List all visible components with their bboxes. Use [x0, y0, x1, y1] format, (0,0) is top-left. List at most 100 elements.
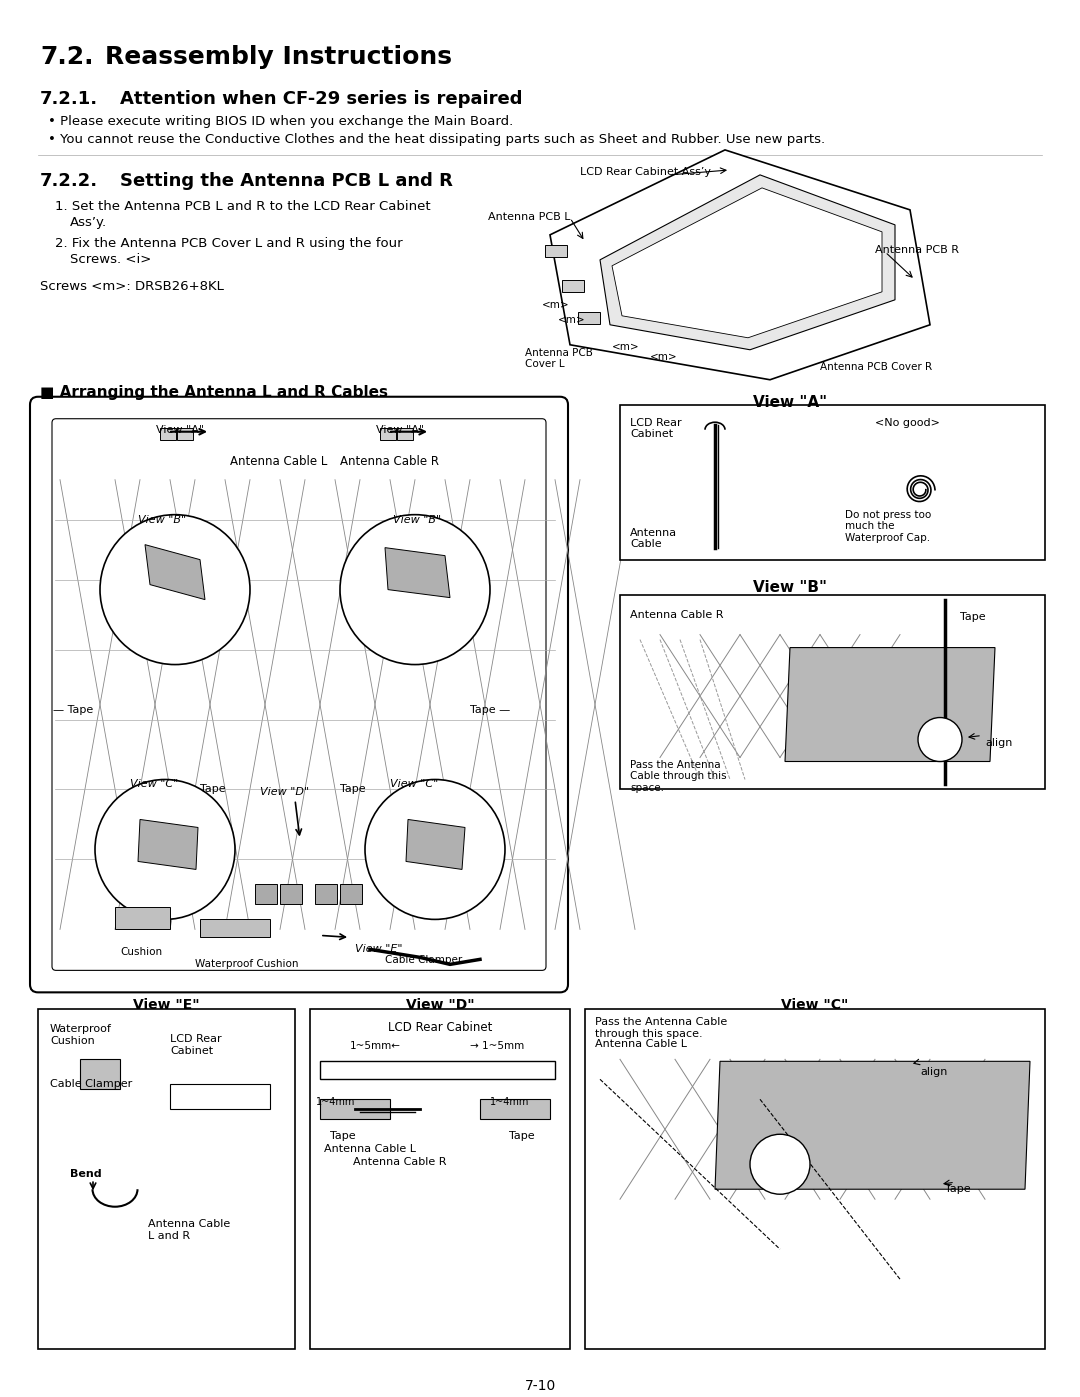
- Text: Antenna Cable L: Antenna Cable L: [324, 1144, 416, 1154]
- Text: Antenna Cable R: Antenna Cable R: [340, 454, 438, 468]
- Text: Reassembly Instructions: Reassembly Instructions: [105, 45, 453, 68]
- Bar: [255, 884, 276, 904]
- Text: Tape: Tape: [945, 1185, 971, 1194]
- Text: 7.2.1.: 7.2.1.: [40, 89, 98, 108]
- Text: Tape: Tape: [330, 1132, 355, 1141]
- Bar: [200, 919, 270, 937]
- Polygon shape: [600, 175, 895, 349]
- Bar: [320, 1099, 390, 1119]
- Bar: [320, 1062, 555, 1080]
- Text: View "A": View "A": [156, 425, 204, 434]
- Text: 1~5mm←: 1~5mm←: [350, 1041, 401, 1052]
- Polygon shape: [406, 820, 465, 869]
- Text: View "B": View "B": [393, 514, 441, 525]
- Text: <m>: <m>: [542, 300, 569, 310]
- Text: LCD Rear
Cabinet: LCD Rear Cabinet: [170, 1034, 221, 1056]
- Text: Antenna Cable R: Antenna Cable R: [353, 1157, 447, 1168]
- Text: View "C": View "C": [130, 780, 178, 789]
- Text: Tape: Tape: [200, 785, 226, 795]
- Text: Screws. <i>: Screws. <i>: [70, 253, 151, 265]
- Polygon shape: [550, 149, 930, 380]
- Polygon shape: [138, 820, 198, 869]
- Bar: [160, 427, 176, 440]
- Bar: [315, 884, 337, 904]
- Text: Pass the Antenna
Cable through this
space.: Pass the Antenna Cable through this spac…: [630, 760, 727, 792]
- Bar: [80, 1059, 120, 1090]
- Polygon shape: [612, 187, 882, 338]
- Bar: [480, 1099, 550, 1119]
- Bar: [380, 427, 396, 440]
- Text: View "D": View "D": [406, 999, 474, 1013]
- Bar: [177, 427, 193, 440]
- Text: LCD Rear Cabinet Ass’y: LCD Rear Cabinet Ass’y: [580, 166, 711, 177]
- Text: View "A": View "A": [376, 425, 424, 434]
- Text: Antenna PCB
Cover L: Antenna PCB Cover L: [525, 348, 593, 369]
- Text: LCD Rear Cabinet: LCD Rear Cabinet: [388, 1021, 492, 1034]
- Text: <m>: <m>: [558, 314, 585, 324]
- Bar: [170, 1084, 270, 1109]
- Bar: [620, 405, 1045, 560]
- Circle shape: [95, 780, 235, 919]
- Bar: [114, 908, 170, 929]
- Text: <No good>: <No good>: [875, 418, 940, 427]
- Polygon shape: [715, 1062, 1030, 1189]
- Text: • Please execute writing BIOS ID when you exchange the Main Board.: • Please execute writing BIOS ID when yo…: [48, 115, 513, 129]
- Text: Do not press too
much the
Waterproof Cap.: Do not press too much the Waterproof Cap…: [845, 510, 931, 543]
- FancyBboxPatch shape: [30, 397, 568, 992]
- Text: Screws <m>: DRSB26+8KL: Screws <m>: DRSB26+8KL: [40, 279, 224, 293]
- Text: View "D": View "D": [260, 788, 310, 798]
- Text: Attention when CF-29 series is repaired: Attention when CF-29 series is repaired: [120, 89, 523, 108]
- Polygon shape: [785, 648, 995, 761]
- Polygon shape: [384, 548, 450, 598]
- Bar: [310, 1010, 570, 1350]
- Text: Tape —: Tape —: [470, 704, 510, 714]
- Text: <m>: <m>: [650, 352, 677, 362]
- Text: Setting the Antenna PCB L and R: Setting the Antenna PCB L and R: [120, 172, 453, 190]
- Text: Waterproof Cushion: Waterproof Cushion: [195, 960, 298, 970]
- Text: 2. Fix the Antenna PCB Cover L and R using the four: 2. Fix the Antenna PCB Cover L and R usi…: [55, 237, 403, 250]
- Bar: [340, 884, 362, 904]
- Text: Tape: Tape: [509, 1132, 535, 1141]
- Text: Cable Clamper: Cable Clamper: [50, 1080, 132, 1090]
- Text: View "E": View "E": [133, 999, 200, 1013]
- Text: Antenna Cable L: Antenna Cable L: [230, 454, 327, 468]
- Text: 7.2.: 7.2.: [40, 45, 94, 68]
- Text: View "E": View "E": [355, 944, 403, 954]
- Polygon shape: [545, 244, 567, 257]
- Text: Antenna PCB L: Antenna PCB L: [488, 212, 570, 222]
- Text: Antenna Cable R: Antenna Cable R: [630, 609, 724, 620]
- Text: Ass’y.: Ass’y.: [70, 217, 107, 229]
- Text: 1~4mm: 1~4mm: [316, 1097, 355, 1108]
- Bar: [38, 1010, 295, 1350]
- Text: Cable Clamper: Cable Clamper: [384, 956, 462, 965]
- Text: Cushion: Cushion: [120, 947, 162, 957]
- Text: Antenna PCB R: Antenna PCB R: [875, 244, 959, 254]
- Text: 7-10: 7-10: [525, 1379, 555, 1393]
- Bar: [397, 427, 413, 440]
- Text: Tape: Tape: [340, 785, 366, 795]
- Polygon shape: [145, 545, 205, 599]
- Text: View "B": View "B": [753, 580, 827, 595]
- Text: — Tape: — Tape: [53, 704, 93, 714]
- Text: <m>: <m>: [612, 342, 639, 352]
- Text: Pass the Antenna Cable
through this space.: Pass the Antenna Cable through this spac…: [595, 1017, 727, 1039]
- Text: Antenna Cable L: Antenna Cable L: [595, 1039, 687, 1049]
- Circle shape: [750, 1134, 810, 1194]
- Text: align: align: [985, 738, 1012, 747]
- Text: Antenna PCB Cover R: Antenna PCB Cover R: [820, 362, 932, 372]
- Polygon shape: [562, 279, 584, 292]
- Text: align: align: [920, 1067, 947, 1077]
- Circle shape: [365, 780, 505, 919]
- Circle shape: [340, 514, 490, 665]
- Bar: [280, 884, 302, 904]
- Text: ■ Arranging the Antenna L and R Cables: ■ Arranging the Antenna L and R Cables: [40, 384, 388, 400]
- FancyBboxPatch shape: [52, 419, 546, 971]
- Polygon shape: [578, 312, 600, 324]
- Text: View "C": View "C": [390, 780, 438, 789]
- Text: 1. Set the Antenna PCB L and R to the LCD Rear Cabinet: 1. Set the Antenna PCB L and R to the LC…: [55, 200, 431, 212]
- Text: View "C": View "C": [781, 999, 849, 1013]
- Bar: [620, 595, 1045, 789]
- Text: 1~4mm: 1~4mm: [490, 1097, 529, 1108]
- Text: 7.2.2.: 7.2.2.: [40, 172, 98, 190]
- Circle shape: [918, 718, 962, 761]
